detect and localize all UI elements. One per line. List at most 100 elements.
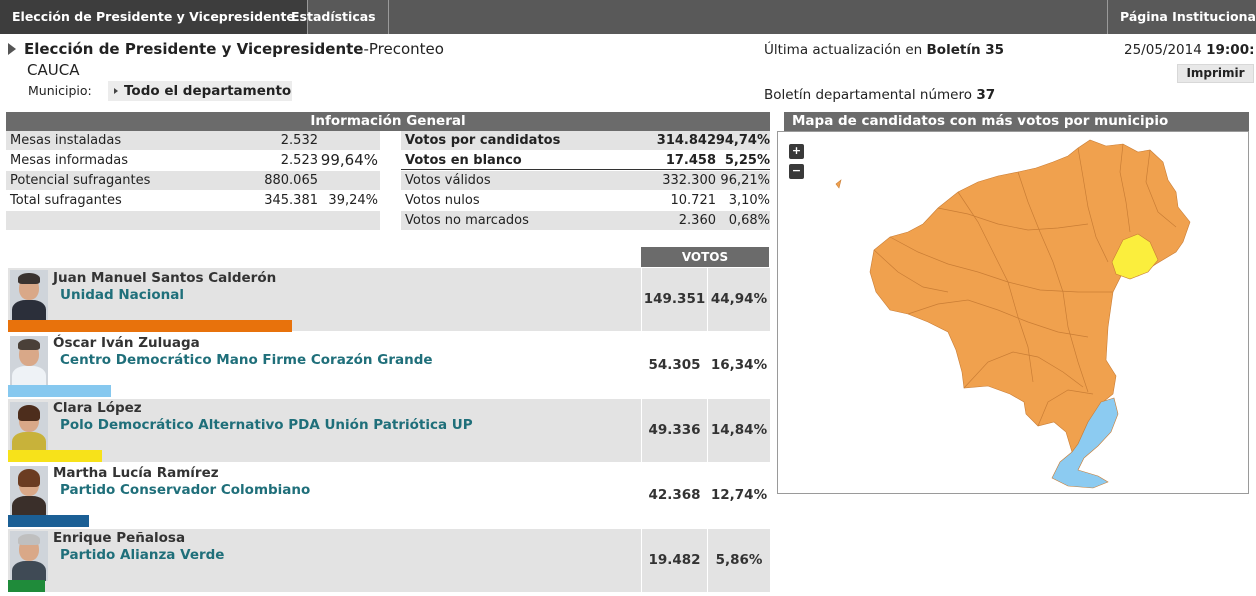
info-label: Votos por candidatos bbox=[405, 133, 561, 148]
info-row-mesas-informadas: Mesas informadas 2.523 99,64% bbox=[6, 151, 380, 170]
update-datetime: 25/05/2014 19:00:15 bbox=[1124, 42, 1256, 58]
candidate-party: Unidad Nacional bbox=[60, 287, 184, 303]
candidate-row[interactable]: Clara López Polo Democrático Alternativo… bbox=[8, 399, 770, 462]
election-title: Elección de Presidente y Vicepresidente bbox=[24, 40, 364, 58]
last-update-value: Boletín 35 bbox=[926, 42, 1005, 58]
candidate-photo bbox=[10, 270, 48, 320]
candidate-name: Clara López bbox=[53, 400, 142, 416]
zoom-in-button[interactable]: + bbox=[789, 144, 804, 159]
municipio-select[interactable]: Todo el departamento bbox=[108, 81, 292, 101]
info-label: Mesas instaladas bbox=[10, 133, 122, 148]
map-region-orange bbox=[835, 179, 842, 189]
info-label: Mesas informadas bbox=[10, 153, 128, 168]
info-pct: 99,64% bbox=[320, 151, 378, 169]
info-general-title: Información General bbox=[6, 112, 770, 131]
candidate-votes: 19.482 bbox=[642, 529, 707, 592]
candidate-votes: 54.305 bbox=[648, 357, 701, 373]
info-label: Votos en blanco bbox=[405, 153, 522, 168]
candidate-photo bbox=[10, 402, 48, 452]
info-row-no-marcados: Votos no marcados 2.360 0,68% bbox=[401, 211, 770, 230]
page-title: Elección de Presidente y Vicepresidente-… bbox=[24, 40, 444, 58]
map-region-yellow bbox=[1111, 233, 1159, 280]
candidate-pct: 12,74% bbox=[710, 487, 768, 503]
municipio-label: Municipio: bbox=[28, 83, 92, 98]
candidate-vote-bar bbox=[8, 580, 45, 592]
candidate-photo bbox=[10, 466, 48, 516]
candidate-votes: 149.351 bbox=[642, 268, 707, 331]
bulletin-number: Boletín departamental número 37 bbox=[764, 87, 995, 103]
candidate-party: Centro Democrático Mano Firme Corazón Gr… bbox=[60, 352, 433, 368]
info-row-mesas-instaladas: Mesas instaladas 2.532 bbox=[6, 131, 380, 150]
candidate-vote-bar bbox=[8, 450, 102, 462]
top-nav: Elección de Presidente y Vicepresidente … bbox=[0, 0, 1256, 34]
candidate-name: Martha Lucía Ramírez bbox=[53, 465, 219, 481]
votos-column-header: VOTOS bbox=[641, 247, 769, 267]
info-label: Votos nulos bbox=[405, 193, 480, 208]
info-row-total-sufragantes: Total sufragantes 345.381 39,24% bbox=[6, 191, 380, 210]
map-title: Mapa de candidatos con más votos por mun… bbox=[784, 112, 1249, 131]
candidate-votes: 49.336 bbox=[642, 399, 707, 462]
candidate-party: Partido Alianza Verde bbox=[60, 547, 225, 563]
candidate-bg bbox=[8, 399, 641, 462]
candidate-party: Polo Democrático Alternativo PDA Unión P… bbox=[60, 417, 473, 433]
update-time: 19:00:15 bbox=[1206, 42, 1256, 58]
info-pct: 5,25% bbox=[724, 153, 770, 168]
info-row-votos-blanco: Votos en blanco 17.458 5,25% bbox=[401, 151, 770, 170]
candidate-party: Partido Conservador Colombiano bbox=[60, 482, 311, 498]
info-pct: 94,74% bbox=[715, 133, 770, 148]
tab-estadisticas[interactable]: Estadísticas bbox=[279, 0, 389, 34]
candidate-pct: 44,94% bbox=[708, 268, 770, 331]
candidate-vote-bar bbox=[8, 385, 111, 397]
map-region-orange bbox=[869, 139, 1191, 453]
expand-arrow-icon bbox=[8, 43, 16, 55]
candidate-vote-bar bbox=[8, 320, 292, 332]
municipio-value: Todo el departamento bbox=[124, 83, 292, 99]
tab-eleccion-presidente[interactable]: Elección de Presidente y Vicepresidente bbox=[0, 0, 308, 34]
candidate-row[interactable]: Óscar Iván Zuluaga Centro Democrático Ma… bbox=[8, 333, 770, 397]
bulletin-value: 37 bbox=[976, 87, 996, 103]
info-row-empty bbox=[6, 211, 380, 230]
info-pct: 3,10% bbox=[728, 193, 770, 208]
cauca-map[interactable] bbox=[778, 132, 1248, 493]
info-row-votos-validos: Votos válidos 332.300 96,21% bbox=[401, 171, 770, 190]
candidate-row[interactable]: Juan Manuel Santos Calderón Unidad Nacio… bbox=[8, 268, 770, 332]
info-label: Total sufragantes bbox=[10, 193, 122, 208]
info-value: 314.842 bbox=[656, 133, 716, 148]
zoom-out-button[interactable]: − bbox=[789, 164, 804, 179]
last-update: Última actualización en Boletín 35 bbox=[764, 42, 1004, 58]
info-label: Votos válidos bbox=[405, 173, 491, 188]
candidate-name: Enrique Peñalosa bbox=[53, 530, 186, 546]
map-region-blue bbox=[1051, 397, 1119, 489]
candidate-bg bbox=[8, 529, 641, 592]
info-pct: 0,68% bbox=[728, 213, 770, 228]
info-value: 332.300 bbox=[662, 173, 716, 188]
bulletin-label: Boletín departamental número bbox=[764, 87, 973, 103]
candidate-pct: 14,84% bbox=[708, 399, 770, 462]
tab-pagina-institucional[interactable]: Página Institucional bbox=[1107, 0, 1256, 34]
candidate-votes: 42.368 bbox=[648, 487, 701, 503]
map-panel[interactable]: + − bbox=[777, 131, 1249, 494]
print-button[interactable]: Imprimir bbox=[1177, 64, 1254, 83]
info-value: 10.721 bbox=[670, 193, 717, 208]
info-row-votos-candidatos: Votos por candidatos 314.842 94,74% bbox=[401, 131, 770, 150]
candidate-name: Juan Manuel Santos Calderón bbox=[53, 270, 277, 286]
candidate-pct: 16,34% bbox=[710, 357, 768, 373]
department-name: CAUCA bbox=[27, 61, 80, 79]
candidate-row[interactable]: Martha Lucía Ramírez Partido Conservador… bbox=[8, 464, 770, 527]
update-date: 25/05/2014 bbox=[1124, 42, 1202, 58]
info-row-votos-nulos: Votos nulos 10.721 3,10% bbox=[401, 191, 770, 210]
info-row-potencial: Potencial sufragantes 880.065 bbox=[6, 171, 380, 190]
last-update-label: Última actualización en bbox=[764, 42, 923, 58]
info-label: Votos no marcados bbox=[405, 213, 529, 228]
candidate-photo bbox=[10, 531, 48, 581]
candidate-name: Óscar Iván Zuluaga bbox=[53, 335, 200, 351]
info-value: 880.065 bbox=[264, 173, 318, 188]
info-value: 2.360 bbox=[678, 213, 716, 228]
info-pct: 96,21% bbox=[720, 173, 770, 188]
candidate-photo bbox=[10, 336, 48, 386]
info-pct: 39,24% bbox=[328, 193, 378, 208]
chevron-right-icon bbox=[114, 88, 118, 94]
title-suffix: -Preconteo bbox=[363, 40, 444, 58]
info-label: Potencial sufragantes bbox=[10, 173, 151, 188]
candidate-row[interactable]: Enrique Peñalosa Partido Alianza Verde 1… bbox=[8, 529, 770, 592]
